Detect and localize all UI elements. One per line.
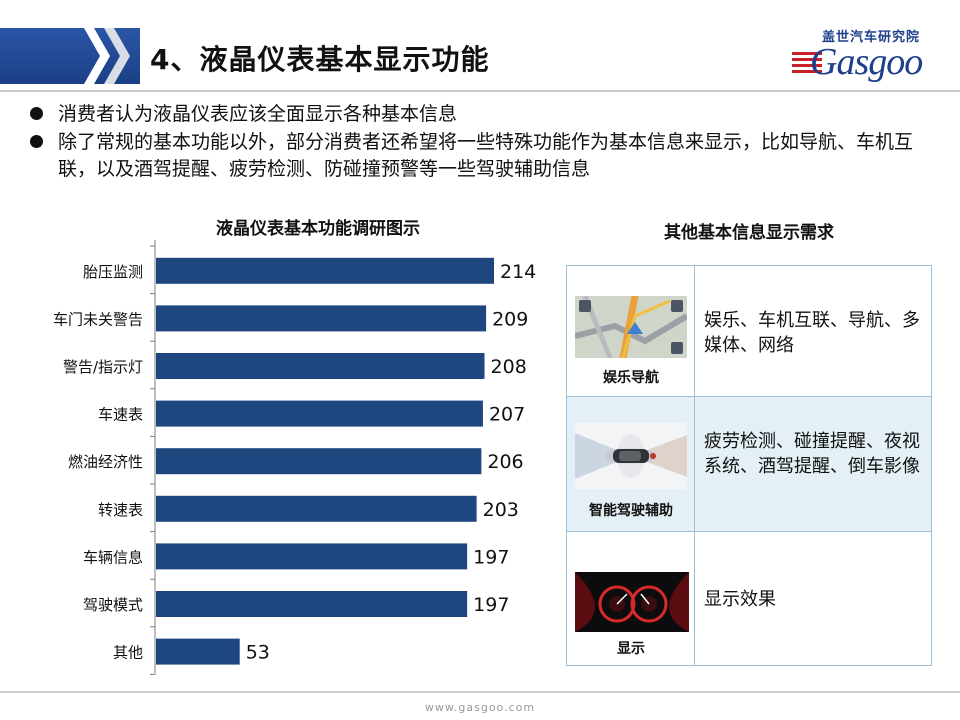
table-row: 显示 显示效果 [567, 532, 931, 665]
category-label: 车速表 [98, 406, 143, 424]
bar [156, 257, 494, 284]
footer-divider [0, 691, 960, 693]
footer-url: www.gasgoo.com [424, 701, 536, 714]
category-label: 警告/指示灯 [63, 358, 143, 376]
bullet-list: 消费者认为液晶仪表应该全面显示各种基本信息 除了常规的基本功能以外，部分消费者还… [28, 101, 948, 184]
bar [156, 305, 487, 332]
bullet-dot-icon [30, 107, 43, 120]
table-title: 其他基本信息显示需求 [664, 223, 834, 243]
bullet-dot-icon [30, 135, 43, 148]
bullet-item: 除了常规的基本功能以外，部分消费者还希望将一些特殊功能作为基本信息来显示，比如导… [28, 129, 948, 183]
logo-flag-icon [792, 48, 822, 82]
table-row: 智能驾驶辅助 疲劳检测、碰撞提醒、夜视系统、酒驾提醒、倒车影像 [567, 397, 931, 532]
driver-assist-sensor-icon [575, 423, 687, 493]
value-label: 214 [500, 261, 536, 283]
bullet-text: 除了常规的基本功能以外，部分消费者还希望将一些特殊功能作为基本信息来显示，比如导… [58, 131, 914, 180]
bar-chart: 胎压监测 214 车门未关警告 209 警告/指示灯 208 车速表 207 燃油经济性 206 转… [53, 240, 536, 675]
value-label: 197 [473, 546, 509, 568]
value-label: 197 [473, 594, 509, 616]
value-label: 208 [491, 356, 527, 378]
bar [156, 591, 468, 617]
bar [156, 495, 477, 522]
image-cell: 显示 [567, 532, 695, 665]
image-cell: 智能驾驶辅助 [567, 397, 695, 531]
image-cell: 娱乐导航 [567, 266, 695, 396]
row-caption: 显示 [617, 641, 645, 657]
logo-cn-text: 盖世汽车研究院 [822, 30, 921, 45]
title-chevron-1 [84, 28, 110, 84]
info-table: 娱乐导航 娱乐、车机互联、导航、多媒体、网络 智能驾驶辅助 疲劳检测、碰撞提醒、… [566, 265, 932, 666]
bar [156, 543, 468, 570]
row-caption: 娱乐导航 [603, 370, 659, 386]
title-chevron-2 [104, 28, 130, 84]
row-caption: 智能驾驶辅助 [589, 503, 673, 519]
row-description: 疲劳检测、碰撞提醒、夜视系统、酒驾提醒、倒车影像 [704, 431, 920, 477]
bar [156, 353, 485, 379]
category-label: 其他 [113, 644, 143, 662]
header-divider [0, 90, 960, 92]
category-label: 驾驶模式 [83, 596, 143, 614]
table-row: 娱乐导航 娱乐、车机互联、导航、多媒体、网络 [567, 266, 931, 397]
page-title: 4、液晶仪表基本显示功能 [150, 43, 490, 76]
bar [156, 638, 240, 665]
category-label: 燃油经济性 [68, 453, 143, 471]
value-label: 206 [487, 451, 523, 473]
category-label: 车辆信息 [83, 548, 143, 566]
category-label: 车门未关警告 [53, 310, 143, 328]
value-label: 53 [246, 642, 270, 664]
instrument-cluster-icon [575, 572, 689, 636]
bar [156, 448, 482, 475]
bullet-text: 消费者认为液晶仪表应该全面显示各种基本信息 [58, 103, 458, 125]
bar [156, 400, 483, 427]
logo-en-text: Gasgoo [810, 41, 923, 83]
row-description: 娱乐、车机互联、导航、多媒体、网络 [704, 310, 920, 356]
navigation-map-icon [574, 295, 689, 362]
category-label: 胎压监测 [83, 263, 143, 281]
value-label: 207 [489, 404, 525, 426]
category-label: 转速表 [98, 501, 143, 519]
value-label: 209 [492, 308, 528, 330]
row-description: 显示效果 [704, 589, 776, 610]
bullet-item: 消费者认为液晶仪表应该全面显示各种基本信息 [28, 101, 948, 128]
gasgoo-logo: 盖世汽车研究院 Gasgoo [792, 22, 952, 86]
chart-title: 液晶仪表基本功能调研图示 [216, 219, 420, 239]
value-label: 203 [483, 499, 519, 521]
